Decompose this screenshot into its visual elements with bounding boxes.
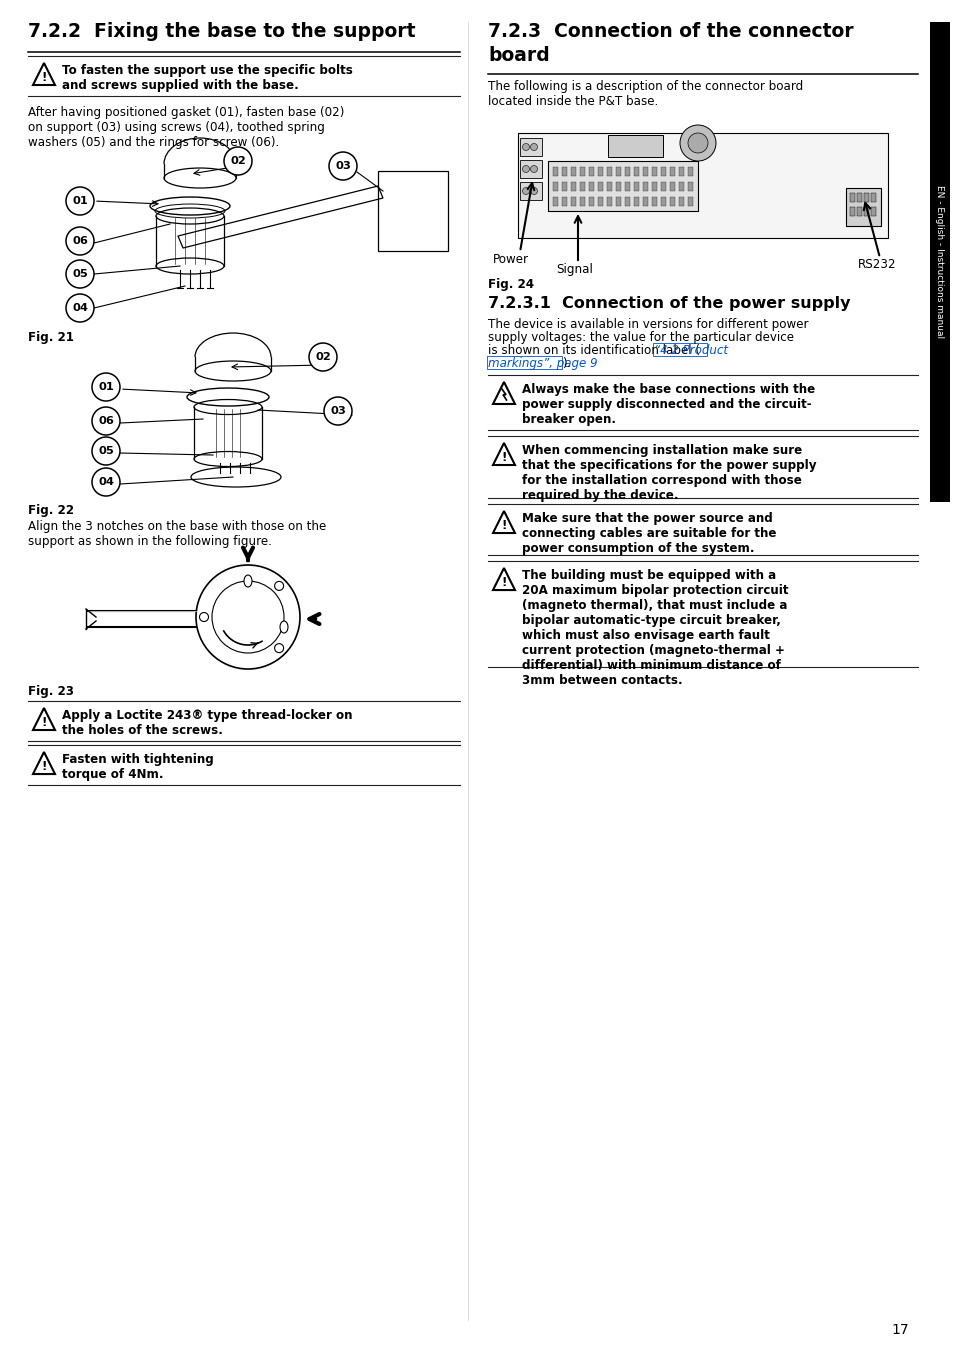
Bar (634, 181, 639, 191)
Bar (571, 196, 576, 206)
Bar (588, 196, 594, 206)
Circle shape (679, 125, 716, 161)
Circle shape (309, 343, 336, 371)
Circle shape (530, 144, 537, 150)
Text: !: ! (41, 70, 47, 84)
Text: markings”, page 9: markings”, page 9 (488, 357, 597, 370)
Bar (929, 22, 949, 502)
Bar (642, 196, 647, 206)
Text: EN - English - Instructions manual: EN - English - Instructions manual (935, 185, 943, 338)
Circle shape (522, 144, 529, 150)
Text: 05: 05 (98, 445, 113, 456)
Bar (679, 167, 683, 176)
Bar (519, 181, 541, 200)
Bar (863, 207, 868, 217)
Circle shape (274, 643, 283, 653)
Bar (634, 196, 639, 206)
Text: Fig. 22: Fig. 22 (28, 504, 74, 517)
Circle shape (530, 187, 537, 195)
Text: “4.2 Product: “4.2 Product (654, 344, 728, 357)
Bar (616, 167, 620, 176)
Bar (571, 181, 576, 191)
Text: 02: 02 (230, 156, 246, 167)
Circle shape (687, 133, 707, 153)
Text: supply voltages: the value for the particular device: supply voltages: the value for the parti… (488, 330, 793, 344)
Bar (669, 167, 675, 176)
Bar (679, 181, 683, 191)
Bar (849, 207, 854, 217)
Circle shape (66, 187, 94, 215)
Bar (679, 196, 683, 206)
Text: ).: ). (562, 357, 570, 370)
Text: board: board (488, 46, 549, 65)
Bar (598, 181, 602, 191)
Text: !: ! (500, 451, 506, 464)
Bar (588, 181, 594, 191)
Circle shape (329, 152, 356, 180)
Text: 03: 03 (330, 406, 346, 416)
Text: The following is a description of the connector board
located inside the P&T bas: The following is a description of the co… (488, 80, 802, 108)
Text: Fasten with tightening
torque of 4Nm.: Fasten with tightening torque of 4Nm. (62, 753, 213, 781)
Text: Always make the base connections with the
power supply disconnected and the circ: Always make the base connections with th… (521, 383, 815, 427)
Text: Fig. 24: Fig. 24 (488, 278, 534, 291)
Bar (863, 194, 868, 202)
Text: 7.2.2  Fixing the base to the support: 7.2.2 Fixing the base to the support (28, 22, 416, 41)
Bar (579, 196, 584, 206)
Bar (870, 207, 875, 217)
Bar (606, 167, 612, 176)
Bar (856, 194, 862, 202)
Circle shape (91, 437, 120, 464)
Text: !: ! (41, 760, 47, 773)
Text: The building must be equipped with a
20A maximum bipolar protection circuit
(mag: The building must be equipped with a 20A… (521, 569, 788, 686)
Text: !: ! (500, 575, 506, 589)
Text: is shown on its identification label (: is shown on its identification label ( (488, 344, 700, 357)
Bar (553, 196, 558, 206)
Bar (519, 138, 541, 156)
Bar (547, 161, 698, 211)
Circle shape (91, 372, 120, 401)
Bar (669, 181, 675, 191)
Bar (660, 196, 665, 206)
Circle shape (522, 165, 529, 172)
Text: 17: 17 (890, 1323, 908, 1336)
Bar (553, 167, 558, 176)
Text: Signal: Signal (556, 263, 592, 276)
Bar (486, 356, 562, 370)
Bar (856, 207, 862, 217)
Text: 03: 03 (335, 161, 351, 171)
Ellipse shape (280, 621, 288, 634)
Bar (634, 167, 639, 176)
Text: 7.2.3.1  Connection of the power supply: 7.2.3.1 Connection of the power supply (488, 297, 850, 311)
Text: 01: 01 (72, 196, 88, 206)
Circle shape (91, 468, 120, 496)
Text: Apply a Loctite 243® type thread-locker on
the holes of the screws.: Apply a Loctite 243® type thread-locker … (62, 709, 352, 737)
Bar (561, 167, 566, 176)
Ellipse shape (244, 575, 252, 588)
Bar (606, 196, 612, 206)
Text: After having positioned gasket (01), fasten base (02)
on support (03) using scre: After having positioned gasket (01), fas… (28, 106, 344, 149)
Circle shape (66, 294, 94, 322)
Text: 05: 05 (72, 269, 88, 279)
Text: 04: 04 (98, 477, 113, 487)
Bar (624, 181, 629, 191)
Circle shape (522, 187, 529, 195)
Circle shape (224, 148, 252, 175)
Bar (687, 181, 692, 191)
Bar (616, 181, 620, 191)
Bar (579, 181, 584, 191)
Circle shape (66, 227, 94, 255)
Bar (651, 167, 657, 176)
Bar (607, 135, 662, 157)
Bar (687, 167, 692, 176)
Text: !: ! (41, 716, 47, 728)
Bar (598, 196, 602, 206)
Text: 04: 04 (72, 303, 88, 313)
Bar (642, 167, 647, 176)
Bar (669, 196, 675, 206)
Bar (598, 167, 602, 176)
Bar (571, 167, 576, 176)
Bar (849, 194, 854, 202)
Text: When commencing installation make sure
that the specifications for the power sup: When commencing installation make sure t… (521, 444, 816, 502)
Bar (519, 160, 541, 177)
Circle shape (91, 408, 120, 435)
